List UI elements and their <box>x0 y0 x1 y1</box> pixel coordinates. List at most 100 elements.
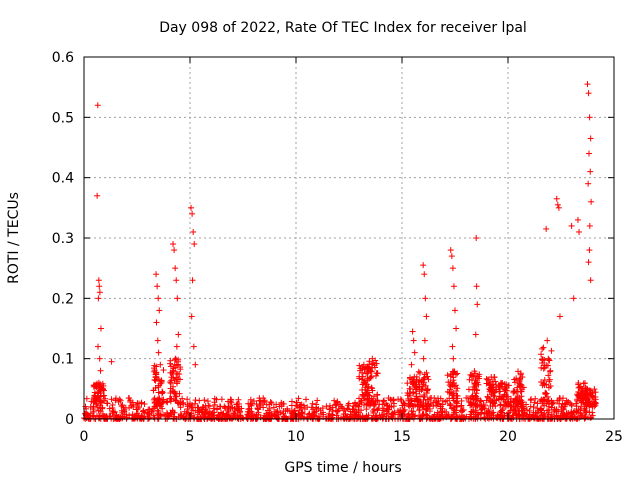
data-point <box>339 405 346 412</box>
data-point <box>333 412 340 419</box>
data-point <box>133 401 140 408</box>
data-point <box>472 331 479 338</box>
data-point <box>256 397 263 404</box>
data-point <box>347 408 354 415</box>
data-point <box>171 247 178 254</box>
data-point <box>331 397 338 404</box>
data-point <box>315 405 322 412</box>
data-point <box>464 395 471 402</box>
data-point <box>201 397 208 404</box>
data-point <box>83 411 90 418</box>
data-point <box>359 391 366 398</box>
data-point <box>570 295 577 302</box>
data-point <box>390 412 397 419</box>
data-point <box>219 414 226 421</box>
data-point <box>453 387 460 394</box>
data-point <box>157 361 164 368</box>
data-point <box>303 396 310 403</box>
x-tick-label: 15 <box>393 429 411 445</box>
data-point <box>556 395 563 402</box>
data-point <box>514 384 521 391</box>
data-point <box>491 374 498 381</box>
data-point <box>416 414 423 421</box>
data-point <box>288 398 295 405</box>
data-point <box>546 378 553 385</box>
data-point <box>406 385 413 392</box>
data-point <box>437 403 444 410</box>
data-point <box>356 362 363 369</box>
data-point <box>514 403 521 410</box>
data-point <box>99 412 106 419</box>
data-point <box>582 407 589 414</box>
data-point <box>108 358 115 365</box>
data-point <box>178 412 185 419</box>
data-point <box>366 375 373 382</box>
y-tick-label: 0.3 <box>52 231 74 247</box>
data-point <box>530 403 537 410</box>
data-point <box>452 382 459 389</box>
data-point <box>116 396 123 403</box>
data-point <box>465 386 472 393</box>
data-point <box>497 401 504 408</box>
data-point <box>545 384 552 391</box>
data-point <box>374 392 381 399</box>
data-point <box>334 408 341 415</box>
data-point <box>539 382 546 389</box>
y-tick-label: 0.5 <box>52 110 74 126</box>
data-point <box>397 406 404 413</box>
data-point <box>253 401 260 408</box>
data-point <box>211 401 218 408</box>
data-point <box>332 401 339 408</box>
data-point <box>251 412 258 419</box>
data-point <box>385 406 392 413</box>
data-point <box>126 395 133 402</box>
data-point <box>481 414 488 421</box>
data-point <box>383 400 390 407</box>
data-point <box>587 387 594 394</box>
data-point <box>375 405 382 412</box>
data-point <box>188 204 195 211</box>
data-point <box>472 403 479 410</box>
data-point <box>489 388 496 395</box>
data-point <box>327 405 334 412</box>
data-point <box>266 401 273 408</box>
data-point <box>367 401 374 408</box>
data-point <box>154 337 161 344</box>
data-point <box>129 415 136 422</box>
data-point <box>585 180 592 187</box>
data-point <box>553 195 560 202</box>
data-point <box>218 396 225 403</box>
data-point <box>410 337 417 344</box>
data-point <box>170 241 177 248</box>
data-point <box>538 364 545 371</box>
data-point <box>449 343 456 350</box>
data-point <box>94 102 101 109</box>
data-point <box>373 397 380 404</box>
data-point <box>423 369 430 376</box>
data-point <box>355 403 362 410</box>
data-point <box>95 277 102 284</box>
data-point <box>452 371 459 378</box>
data-point <box>170 396 177 403</box>
data-point <box>140 415 147 422</box>
data-point <box>224 398 231 405</box>
data-point <box>306 410 313 417</box>
data-point <box>420 262 427 269</box>
data-point <box>446 395 453 402</box>
data-point <box>129 411 136 418</box>
data-point <box>390 403 397 410</box>
data-point <box>333 402 340 409</box>
data-point <box>192 400 199 407</box>
data-point <box>444 372 451 379</box>
data-point <box>173 356 180 363</box>
x-tick-label: 20 <box>499 429 517 445</box>
data-point <box>493 414 500 421</box>
data-point <box>574 397 581 404</box>
data-point <box>554 201 561 208</box>
data-point <box>98 392 105 399</box>
data-point <box>323 403 330 410</box>
data-point <box>414 401 421 408</box>
y-tick-label: 0.6 <box>52 50 74 66</box>
data-point <box>539 356 546 363</box>
data-point <box>480 403 487 410</box>
